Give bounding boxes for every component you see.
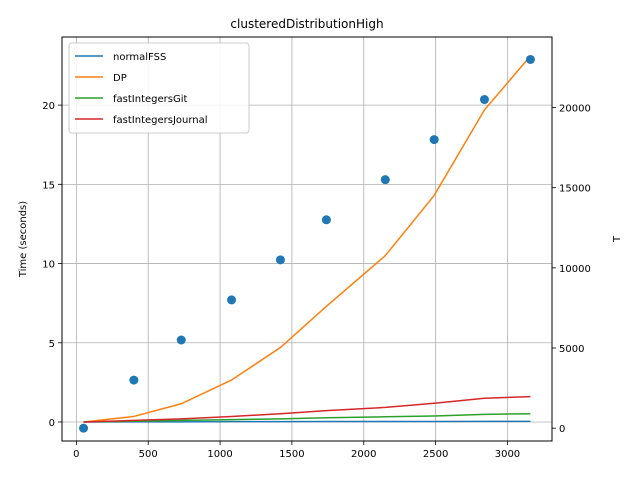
legend-label: fastIntegersJournal: [113, 115, 208, 126]
y2-tick-label: 0: [559, 424, 565, 435]
series-line-fastIntegersJournal: [83, 395, 531, 423]
series-line-normalFSS: [83, 420, 531, 423]
scatter-point: [129, 375, 139, 385]
legend: normalFSS DP fastIntegersGit fastIntegersJo…: [68, 42, 250, 134]
y-tick-label: 5: [49, 339, 55, 350]
chart-title: clusteredDistributionHigh: [230, 17, 383, 31]
scatter-point: [380, 175, 390, 185]
scatter-point: [227, 295, 237, 305]
series-line-DP: [83, 55, 532, 423]
scatter-point: [321, 215, 331, 225]
y2-tick-label: 20000: [559, 104, 591, 115]
x-tick-label: 0: [73, 449, 79, 460]
x-axis: 0 500 1000 1500 2000 2500 3000: [73, 441, 520, 460]
scatter-point: [525, 54, 535, 64]
scatter-point: [176, 335, 186, 345]
scatter-point: [79, 423, 89, 433]
legend-label: normalFSS: [113, 52, 166, 63]
y2-tick-label: 5000: [559, 344, 584, 355]
legend-box: [68, 42, 250, 134]
y-tick-label: 10: [42, 260, 55, 271]
y-axis-label: Time (seconds): [18, 201, 29, 278]
y-tick-label: 15: [42, 180, 55, 191]
y-tick-label: 20: [42, 101, 55, 112]
plot-frame: [61, 36, 553, 442]
series-layer: [83, 55, 532, 423]
x-tick-label: 2000: [351, 449, 376, 460]
x-tick-label: 2500: [423, 449, 448, 460]
series-line-fastIntegersGit: [83, 412, 531, 423]
y2-axis-label: T: [612, 235, 623, 243]
y-tick-label: 0: [49, 418, 55, 429]
scatter-layer: [79, 54, 535, 433]
x-tick-label: 1500: [279, 449, 304, 460]
legend-label: fastIntegersGit: [113, 94, 187, 105]
x-tick-label: 500: [139, 449, 158, 460]
scatter-point: [479, 95, 489, 105]
y-axis-left: 0 5 10 15 20: [42, 101, 62, 429]
x-tick-label: 3000: [495, 449, 520, 460]
x-tick-label: 1000: [207, 449, 232, 460]
y2-tick-label: 10000: [559, 264, 591, 275]
legend-label: DP: [113, 73, 127, 84]
scatter-point: [275, 255, 285, 265]
y2-tick-label: 15000: [559, 184, 591, 195]
y-axis-right: 0 5000 10000 15000 20000: [552, 104, 591, 435]
scatter-point: [429, 135, 439, 145]
